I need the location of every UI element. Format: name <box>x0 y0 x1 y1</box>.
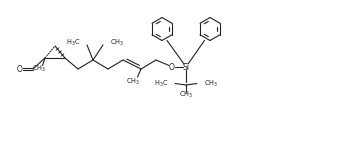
Text: CH$_3$: CH$_3$ <box>110 38 124 48</box>
Text: O: O <box>169 62 174 72</box>
Text: H$_3$C: H$_3$C <box>66 38 80 48</box>
Text: Si: Si <box>183 62 190 72</box>
Text: CH$_3$: CH$_3$ <box>179 90 193 100</box>
Text: H$_3$C: H$_3$C <box>153 78 168 89</box>
Text: CH$_3$: CH$_3$ <box>204 78 218 89</box>
Text: CH$_3$: CH$_3$ <box>32 64 47 74</box>
Text: O: O <box>17 65 23 73</box>
Text: CH$_3$: CH$_3$ <box>126 77 140 87</box>
